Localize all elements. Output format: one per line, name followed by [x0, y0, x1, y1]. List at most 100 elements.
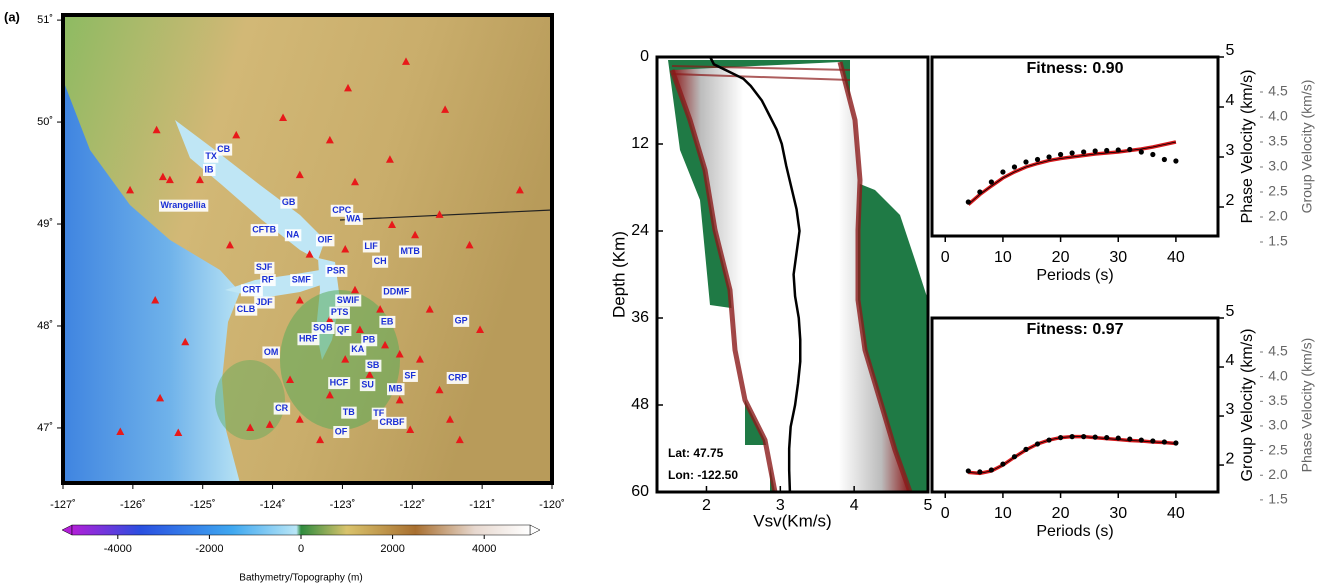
colorbar-tick-label: 2000 [380, 543, 404, 555]
place-label-box [372, 255, 389, 268]
place-label-box [365, 359, 382, 372]
y2-tick-label: 3.5 [1268, 133, 1288, 149]
x-axis-title: Periods (s) [1036, 267, 1113, 284]
y2-tick-label: 1.5 [1268, 233, 1288, 249]
station [476, 325, 485, 334]
observed-point [1034, 156, 1041, 163]
station [388, 220, 397, 229]
observed-point [1011, 164, 1018, 170]
station [425, 305, 434, 313]
station [406, 425, 415, 433]
x-tick-label: 0 [941, 505, 950, 522]
panel-label: (a) [4, 9, 20, 24]
place-label-box [361, 334, 378, 347]
place-label: SWIF [337, 295, 360, 305]
observed-point [1046, 154, 1052, 160]
place-label: EB [381, 316, 394, 326]
observed-point [1092, 434, 1098, 440]
place-label: CH [374, 256, 387, 266]
x-tick-label: 3 [776, 497, 785, 514]
place-label-box [235, 303, 258, 316]
observed-point [1000, 169, 1006, 175]
station [381, 340, 390, 349]
y-tick-label: 4 [1226, 92, 1235, 109]
panel-background [932, 57, 1218, 236]
station [411, 230, 420, 239]
x-tick-label: 40 [1167, 505, 1185, 522]
y-axis-title: Depth (Km) [609, 231, 628, 318]
station [341, 245, 350, 253]
y2-tick-label: 2.0 [1268, 208, 1288, 224]
y-tick-label: 2 [1226, 450, 1235, 467]
observed-point [965, 468, 971, 474]
y2-axis-title: Phase Velocity (km/s) [1299, 338, 1315, 473]
panel-background [932, 318, 1218, 492]
place-label: QF [337, 324, 350, 334]
observed-point [1173, 440, 1179, 446]
x-tick-label: 5 [924, 497, 933, 514]
station [151, 295, 160, 304]
colorbar [71, 524, 531, 536]
y2-tick-label: 1.5 [1268, 491, 1288, 507]
place-label: CB [217, 144, 230, 154]
y-tick-label: 47˚ [37, 422, 53, 434]
place-label-box [379, 315, 396, 328]
y-tick-label: 60 [631, 483, 649, 500]
place-label-box [290, 274, 313, 287]
model-curve-core [968, 141, 1176, 205]
place-label-box [344, 212, 363, 225]
depth-density-background [668, 60, 928, 493]
station [158, 172, 167, 181]
y-tick-label: 3 [1226, 401, 1235, 418]
colorbar-end [529, 524, 541, 536]
station [152, 125, 161, 134]
x-tick-label: -126˚ [120, 499, 146, 511]
x-tick-label: 20 [1052, 505, 1070, 522]
station [195, 175, 204, 184]
place-label-box [398, 245, 422, 258]
x-tick-label: 2 [702, 497, 711, 514]
station [156, 393, 165, 402]
station [515, 185, 524, 194]
observed-point [988, 179, 994, 185]
y2-axis-title: Group Velocity (km/s) [1299, 80, 1315, 214]
place-label: JDF [256, 297, 274, 307]
observed-point [1161, 439, 1167, 445]
place-label: SMF [292, 274, 312, 284]
place-label: PB [363, 335, 376, 345]
station [295, 415, 304, 423]
annotation: Lon: -122.50 [668, 468, 738, 482]
place-label: NA [286, 230, 299, 240]
observed-point [1127, 146, 1133, 153]
place-label-box [203, 150, 219, 163]
y-tick-label: 48 [631, 396, 649, 413]
x-axis-title: Periods (s) [1036, 523, 1113, 540]
place-label: IB [205, 164, 215, 174]
y2-tick-label: 4.5 [1268, 83, 1288, 99]
place-label: DDMF [383, 287, 409, 297]
station [265, 420, 274, 428]
colorbar-tick-label: -4000 [104, 543, 132, 555]
place-label-box [349, 343, 367, 356]
observed-point [1034, 441, 1041, 447]
station [295, 170, 304, 179]
observed-point [1023, 159, 1029, 165]
observed-point [1115, 147, 1121, 153]
place-label: CRBF [380, 417, 405, 427]
station [225, 240, 234, 249]
place-label-box [328, 377, 351, 390]
station [181, 337, 190, 346]
place-label-box [215, 143, 233, 156]
place-label-box [262, 346, 280, 359]
place-label-box [402, 369, 418, 382]
observed-point [1069, 150, 1075, 156]
colorbar-tick-label: 0 [298, 543, 304, 555]
y2-tick-label: 2.0 [1268, 466, 1288, 482]
panel-frame [655, 55, 930, 494]
x-tick-label: 30 [1109, 505, 1127, 522]
x-tick-label: 40 [1167, 249, 1185, 266]
place-label: SB [367, 360, 380, 370]
y2-tick-label: 3.5 [1268, 392, 1288, 408]
annotation: Lat: 47.75 [668, 446, 724, 460]
